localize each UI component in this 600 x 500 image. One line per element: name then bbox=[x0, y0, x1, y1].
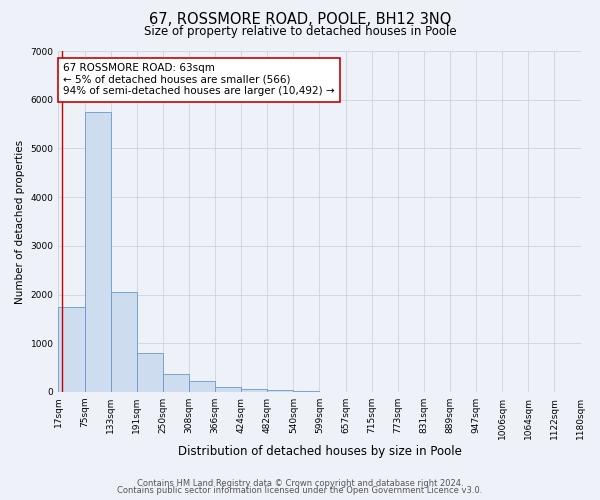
Bar bbox=[189, 381, 215, 392]
Text: 67 ROSSMORE ROAD: 63sqm
← 5% of detached houses are smaller (566)
94% of semi-de: 67 ROSSMORE ROAD: 63sqm ← 5% of detached… bbox=[63, 63, 335, 96]
X-axis label: Distribution of detached houses by size in Poole: Distribution of detached houses by size … bbox=[178, 444, 461, 458]
Text: Size of property relative to detached houses in Poole: Size of property relative to detached ho… bbox=[143, 25, 457, 38]
Bar bbox=[267, 390, 293, 392]
Text: Contains HM Land Registry data © Crown copyright and database right 2024.: Contains HM Land Registry data © Crown c… bbox=[137, 478, 463, 488]
Bar bbox=[110, 292, 137, 392]
Bar bbox=[241, 389, 267, 392]
Text: Contains public sector information licensed under the Open Government Licence v3: Contains public sector information licen… bbox=[118, 486, 482, 495]
Bar bbox=[215, 387, 241, 392]
Bar bbox=[58, 306, 85, 392]
Y-axis label: Number of detached properties: Number of detached properties bbox=[15, 140, 25, 304]
Bar bbox=[85, 112, 110, 392]
Bar bbox=[137, 353, 163, 392]
Bar bbox=[163, 374, 189, 392]
Text: 67, ROSSMORE ROAD, POOLE, BH12 3NQ: 67, ROSSMORE ROAD, POOLE, BH12 3NQ bbox=[149, 12, 451, 28]
